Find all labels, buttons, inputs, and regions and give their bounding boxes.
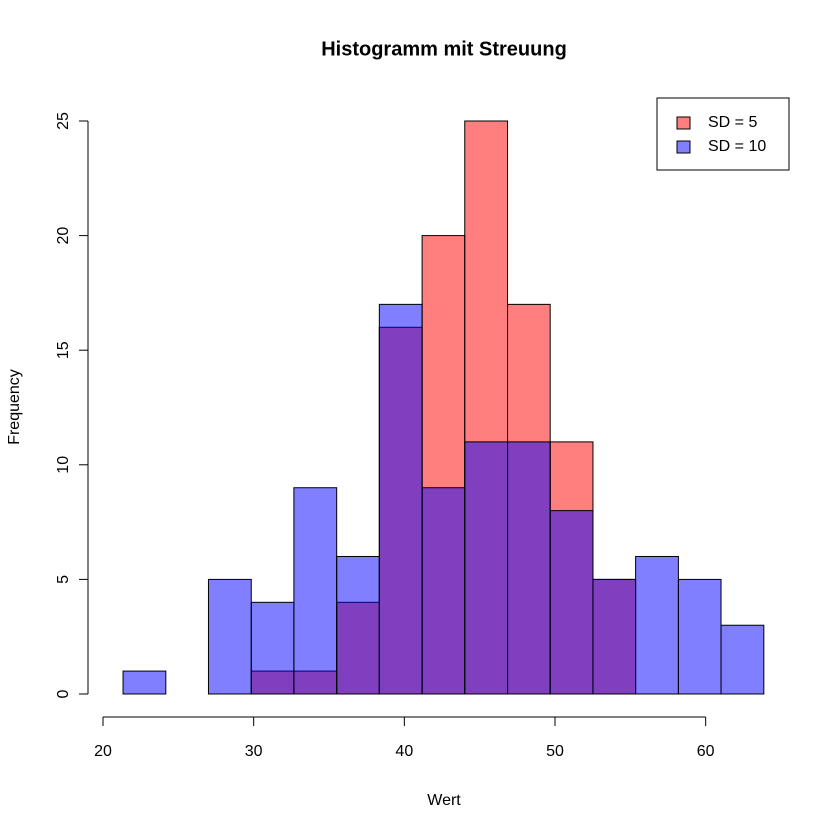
bar xyxy=(549,510,594,695)
bar xyxy=(250,601,295,695)
bar xyxy=(207,578,252,695)
chart-title: Histogramm mit Streuung xyxy=(321,38,567,60)
bar xyxy=(635,555,679,695)
bar xyxy=(378,303,423,695)
y-tick-label: 15 xyxy=(55,341,72,359)
x-tick-label: 40 xyxy=(395,743,413,760)
bar xyxy=(720,624,765,695)
y-tick-label: 10 xyxy=(55,456,72,474)
bar xyxy=(507,441,551,695)
x-tick-label: 20 xyxy=(94,743,112,760)
bar xyxy=(336,555,380,695)
bar xyxy=(122,670,167,695)
legend-label: SD = 10 xyxy=(708,138,766,155)
x-axis-label: Wert xyxy=(427,792,461,809)
legend-box xyxy=(656,97,790,171)
bar xyxy=(421,487,466,695)
legend-swatch xyxy=(676,140,691,154)
x-tick-label: 30 xyxy=(245,743,263,760)
y-tick-label: 0 xyxy=(55,689,72,698)
legend-swatch xyxy=(676,116,691,130)
x-tick-label: 60 xyxy=(697,743,715,760)
y-tick-label: 5 xyxy=(55,575,72,584)
y-tick-label: 25 xyxy=(55,112,72,130)
legend-label: SD = 5 xyxy=(708,114,757,131)
bar xyxy=(592,578,637,695)
y-tick-label: 20 xyxy=(55,227,72,245)
y-axis-label: Frequency xyxy=(6,369,23,445)
bar xyxy=(464,441,509,695)
bar xyxy=(677,578,722,695)
bar xyxy=(293,487,338,695)
x-tick-label: 50 xyxy=(546,743,564,760)
